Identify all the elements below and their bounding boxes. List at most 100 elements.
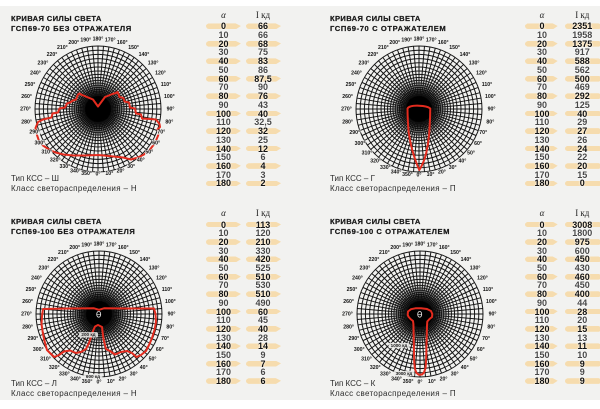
svg-text:200°: 200°: [68, 40, 79, 46]
svg-text:60°: 60°: [156, 346, 164, 352]
svg-text:290°: 290°: [29, 130, 40, 136]
svg-text:120°: 120°: [156, 275, 167, 281]
svg-text:150°: 150°: [129, 250, 140, 256]
svg-text:210°: 210°: [378, 45, 389, 51]
svg-text:100°: 100°: [485, 299, 496, 305]
svg-text:200°: 200°: [390, 245, 401, 251]
svg-text:110°: 110°: [162, 286, 172, 292]
svg-text:160°: 160°: [118, 245, 129, 251]
svg-text:80°: 80°: [486, 119, 494, 125]
svg-text:330°: 330°: [380, 371, 391, 377]
svg-text:0°: 0°: [417, 379, 422, 385]
svg-text:290°: 290°: [348, 335, 359, 341]
svg-text:130°: 130°: [469, 60, 480, 66]
svg-text:340°: 340°: [391, 169, 402, 175]
svg-text:80°: 80°: [166, 324, 174, 330]
svg-text:20°: 20°: [119, 376, 127, 382]
svg-text:10°: 10°: [107, 379, 115, 385]
svg-text:170°: 170°: [106, 242, 117, 248]
svg-text:100°: 100°: [165, 299, 176, 305]
svg-text:60°: 60°: [474, 140, 482, 146]
svg-text:330°: 330°: [380, 164, 391, 170]
svg-text:270°: 270°: [21, 311, 32, 317]
svg-text:350°: 350°: [81, 171, 92, 177]
svg-text:210°: 210°: [58, 250, 69, 256]
svg-text:200°: 200°: [69, 245, 80, 251]
svg-text:70°: 70°: [161, 335, 169, 341]
svg-text:140°: 140°: [460, 256, 471, 262]
svg-text:290°: 290°: [28, 335, 39, 341]
svg-text:330°: 330°: [59, 371, 70, 377]
svg-text:260°: 260°: [22, 299, 33, 305]
svg-text:270°: 270°: [342, 311, 353, 317]
svg-text:240°: 240°: [352, 275, 363, 281]
svg-text:320°: 320°: [370, 158, 381, 164]
svg-text:160°: 160°: [438, 245, 449, 251]
svg-text:20°: 20°: [117, 169, 125, 175]
svg-text:300°: 300°: [33, 346, 44, 352]
svg-text:220°: 220°: [47, 52, 58, 58]
svg-text:180°: 180°: [414, 241, 425, 247]
svg-text:170°: 170°: [426, 242, 437, 248]
svg-text:30°: 30°: [450, 371, 458, 377]
svg-text:50°: 50°: [149, 356, 157, 362]
svg-text:350°: 350°: [82, 379, 93, 385]
svg-text:60°: 60°: [476, 346, 484, 352]
svg-text:140°: 140°: [140, 256, 151, 262]
svg-text:190°: 190°: [401, 37, 412, 43]
svg-text:280°: 280°: [21, 119, 32, 125]
svg-text:250°: 250°: [26, 286, 37, 292]
svg-text:10°: 10°: [105, 171, 113, 177]
svg-text:250°: 250°: [25, 82, 36, 88]
svg-text:140°: 140°: [139, 52, 150, 58]
svg-text:70°: 70°: [479, 130, 487, 136]
svg-text:80°: 80°: [165, 119, 173, 125]
svg-text:240°: 240°: [30, 71, 41, 77]
svg-text:180°: 180°: [414, 36, 425, 42]
svg-text:280°: 280°: [343, 324, 354, 330]
svg-text:50°: 50°: [469, 356, 477, 362]
svg-text:320°: 320°: [50, 158, 61, 164]
svg-text:40°: 40°: [460, 365, 468, 371]
svg-text:110°: 110°: [482, 286, 492, 292]
svg-text:310°: 310°: [40, 356, 51, 362]
svg-text:170°: 170°: [426, 37, 437, 43]
svg-text:60°: 60°: [152, 140, 160, 146]
svg-text:320°: 320°: [369, 365, 380, 371]
svg-text:310°: 310°: [362, 150, 373, 156]
svg-text:0°: 0°: [97, 379, 102, 385]
svg-text:20°: 20°: [438, 169, 446, 175]
svg-text:280°: 280°: [22, 324, 33, 330]
svg-text:130°: 130°: [149, 265, 160, 271]
svg-text:310°: 310°: [361, 356, 372, 362]
svg-text:350°: 350°: [402, 379, 413, 385]
svg-text:300°: 300°: [355, 140, 366, 146]
svg-text:330°: 330°: [60, 164, 71, 170]
svg-text:3000 кд: 3000 кд: [395, 371, 412, 376]
svg-text:230°: 230°: [359, 265, 370, 271]
svg-text:600 кд: 600 кд: [86, 374, 100, 379]
svg-text:160°: 160°: [438, 40, 449, 46]
svg-text:90°: 90°: [488, 311, 496, 317]
svg-text:120°: 120°: [477, 275, 488, 281]
svg-text:40°: 40°: [140, 365, 148, 371]
svg-text:1000 кд: 1000 кд: [390, 343, 407, 348]
svg-text:190°: 190°: [402, 242, 413, 248]
svg-text:290°: 290°: [349, 130, 360, 136]
svg-text:260°: 260°: [342, 94, 353, 100]
svg-text:30°: 30°: [449, 164, 457, 170]
svg-text:300°: 300°: [353, 346, 364, 352]
svg-text:90°: 90°: [167, 107, 175, 113]
svg-text:190°: 190°: [80, 37, 91, 43]
svg-text:300°: 300°: [34, 140, 45, 146]
svg-text:40°: 40°: [459, 158, 467, 164]
svg-text:200°: 200°: [389, 40, 400, 46]
svg-text:0°: 0°: [417, 172, 422, 178]
svg-text:230°: 230°: [359, 60, 370, 66]
svg-text:340°: 340°: [391, 376, 402, 382]
svg-text:230°: 230°: [39, 265, 50, 271]
svg-text:270°: 270°: [20, 107, 31, 113]
svg-text:230°: 230°: [38, 60, 49, 66]
svg-text:260°: 260°: [21, 94, 32, 100]
svg-text:140°: 140°: [460, 51, 471, 57]
